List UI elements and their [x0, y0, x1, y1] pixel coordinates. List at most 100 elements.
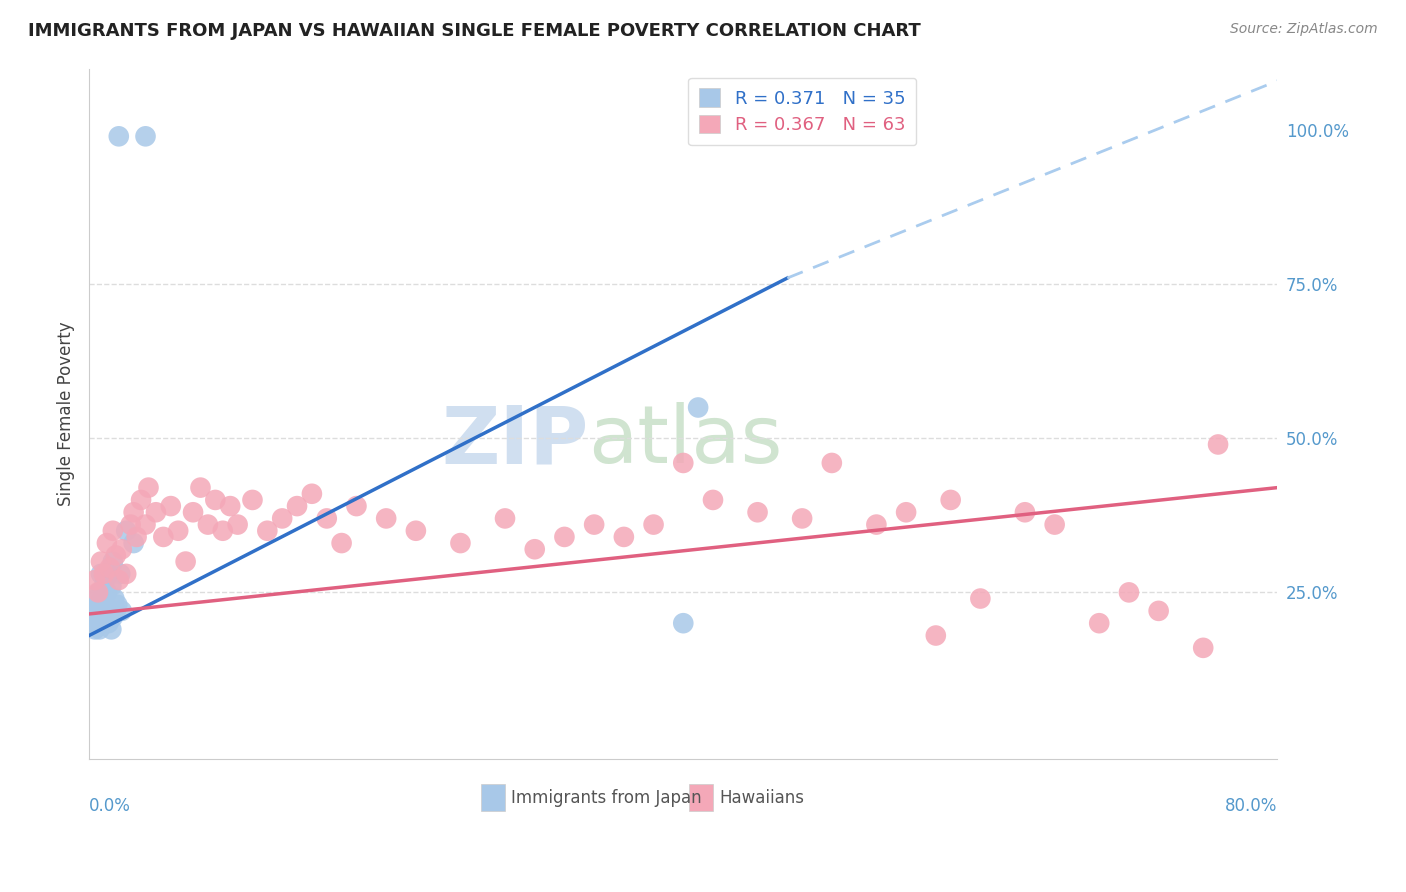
Point	[181, 505, 204, 519]
Point	[159, 499, 181, 513]
Text: ZIP: ZIP	[441, 402, 588, 480]
Text: 0.0%: 0.0%	[89, 797, 131, 814]
Point	[105, 598, 128, 612]
Point	[87, 598, 110, 612]
Point	[98, 604, 121, 618]
Point	[204, 492, 226, 507]
Point	[115, 566, 138, 581]
Point	[93, 604, 115, 618]
Point	[145, 505, 167, 519]
Point	[86, 610, 108, 624]
Point	[107, 129, 129, 144]
Point	[94, 573, 117, 587]
Point	[346, 499, 368, 513]
Legend: R = 0.371   N = 35, R = 0.367   N = 63: R = 0.371 N = 35, R = 0.367 N = 63	[688, 78, 917, 145]
Point	[494, 511, 516, 525]
Point	[122, 536, 145, 550]
Point	[97, 566, 120, 581]
Point	[1206, 437, 1229, 451]
Point	[925, 628, 948, 642]
Point	[84, 623, 107, 637]
Point	[969, 591, 991, 606]
Point	[523, 542, 546, 557]
Point	[219, 499, 242, 513]
Text: Source: ZipAtlas.com: Source: ZipAtlas.com	[1230, 22, 1378, 37]
Point	[91, 591, 114, 606]
Point	[583, 517, 606, 532]
Point	[89, 585, 111, 599]
Point	[101, 555, 124, 569]
Bar	[481, 784, 505, 811]
Point	[285, 499, 308, 513]
Point	[93, 566, 115, 581]
Point	[101, 524, 124, 538]
Point	[688, 401, 710, 415]
Point	[315, 511, 337, 525]
Point	[643, 517, 665, 532]
Point	[211, 524, 233, 538]
Point	[226, 517, 249, 532]
Point	[449, 536, 471, 550]
Point	[152, 530, 174, 544]
Point	[747, 505, 769, 519]
Point	[84, 573, 107, 587]
Point	[790, 511, 813, 525]
Point	[86, 591, 108, 606]
Point	[242, 492, 264, 507]
Point	[1014, 505, 1036, 519]
Point	[125, 530, 148, 544]
Point	[96, 585, 118, 599]
Text: Hawaiians: Hawaiians	[718, 789, 804, 807]
Point	[330, 536, 353, 550]
Point	[94, 598, 117, 612]
Point	[613, 530, 636, 544]
Point	[1043, 517, 1066, 532]
Point	[1192, 640, 1215, 655]
Point	[702, 492, 724, 507]
Point	[93, 579, 115, 593]
Point	[939, 492, 962, 507]
Point	[138, 481, 160, 495]
Point	[894, 505, 917, 519]
Point	[167, 524, 190, 538]
Point	[256, 524, 278, 538]
Text: IMMIGRANTS FROM JAPAN VS HAWAIIAN SINGLE FEMALE POVERTY CORRELATION CHART: IMMIGRANTS FROM JAPAN VS HAWAIIAN SINGLE…	[28, 22, 921, 40]
Point	[672, 616, 695, 631]
Point	[190, 481, 212, 495]
Point	[96, 536, 118, 550]
Point	[83, 604, 105, 618]
Point	[97, 616, 120, 631]
Point	[865, 517, 887, 532]
Point	[1088, 616, 1111, 631]
Text: atlas: atlas	[588, 402, 783, 480]
Point	[90, 555, 112, 569]
Point	[103, 591, 125, 606]
Bar	[689, 784, 713, 811]
Point	[101, 610, 124, 624]
Text: Immigrants from Japan: Immigrants from Japan	[510, 789, 702, 807]
Point	[87, 616, 110, 631]
Point	[122, 505, 145, 519]
Point	[111, 542, 134, 557]
Point	[120, 517, 142, 532]
Point	[100, 623, 122, 637]
Point	[821, 456, 844, 470]
Point	[100, 579, 122, 593]
Point	[90, 604, 112, 618]
Point	[134, 517, 156, 532]
Point	[301, 487, 323, 501]
Point	[553, 530, 575, 544]
Point	[115, 524, 138, 538]
Point	[104, 604, 127, 618]
Point	[89, 623, 111, 637]
Point	[129, 492, 152, 507]
Point	[1118, 585, 1140, 599]
Point	[134, 129, 156, 144]
Point	[375, 511, 398, 525]
Y-axis label: Single Female Poverty: Single Female Poverty	[58, 321, 75, 506]
Point	[405, 524, 427, 538]
Point	[110, 566, 132, 581]
Point	[98, 560, 121, 574]
Point	[672, 456, 695, 470]
Point	[91, 610, 114, 624]
